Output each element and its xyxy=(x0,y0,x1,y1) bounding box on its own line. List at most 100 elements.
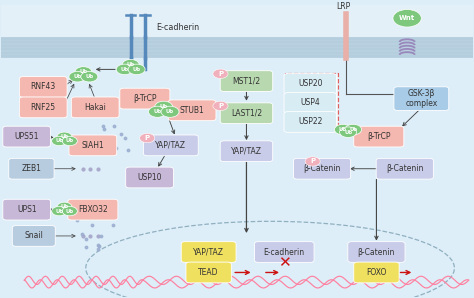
Text: Ub: Ub xyxy=(55,209,63,214)
Text: P: P xyxy=(310,159,315,164)
Text: Snail: Snail xyxy=(24,232,43,240)
Circle shape xyxy=(122,59,139,70)
Text: E-cadherin: E-cadherin xyxy=(156,23,200,32)
Text: Ub: Ub xyxy=(73,74,82,79)
Circle shape xyxy=(81,72,98,82)
Text: YAP/TAZ: YAP/TAZ xyxy=(155,141,186,150)
Text: Ub: Ub xyxy=(66,139,74,143)
Text: TEAD: TEAD xyxy=(199,268,219,277)
FancyBboxPatch shape xyxy=(19,97,67,118)
Circle shape xyxy=(69,72,86,82)
Circle shape xyxy=(305,157,320,166)
Text: Ub: Ub xyxy=(154,109,162,114)
Circle shape xyxy=(155,101,173,112)
Text: β-TrCP: β-TrCP xyxy=(367,132,391,141)
Circle shape xyxy=(140,134,155,143)
FancyBboxPatch shape xyxy=(376,158,433,179)
Text: USP10: USP10 xyxy=(137,173,162,182)
FancyBboxPatch shape xyxy=(348,242,405,262)
Circle shape xyxy=(52,207,67,216)
Circle shape xyxy=(148,106,166,117)
FancyBboxPatch shape xyxy=(284,93,337,113)
FancyBboxPatch shape xyxy=(186,262,231,283)
FancyBboxPatch shape xyxy=(3,199,51,220)
Text: GSK-3β
complex: GSK-3β complex xyxy=(405,89,438,108)
FancyBboxPatch shape xyxy=(144,135,198,156)
Text: Ub: Ub xyxy=(133,67,141,72)
FancyBboxPatch shape xyxy=(181,242,236,262)
Text: FBXO32: FBXO32 xyxy=(78,205,108,214)
Text: ZEB1: ZEB1 xyxy=(21,164,41,173)
Text: USP22: USP22 xyxy=(298,117,322,126)
FancyBboxPatch shape xyxy=(69,135,117,156)
FancyBboxPatch shape xyxy=(394,87,449,111)
Text: β-Catenin: β-Catenin xyxy=(386,164,423,173)
Circle shape xyxy=(335,124,351,135)
FancyBboxPatch shape xyxy=(72,97,119,118)
FancyBboxPatch shape xyxy=(120,88,170,109)
FancyBboxPatch shape xyxy=(284,112,337,132)
Text: FOXO: FOXO xyxy=(366,268,387,277)
Text: MST1/2: MST1/2 xyxy=(232,77,261,86)
FancyBboxPatch shape xyxy=(354,126,404,147)
Text: P: P xyxy=(218,103,223,109)
Text: Wnt: Wnt xyxy=(399,15,415,21)
FancyBboxPatch shape xyxy=(220,71,273,91)
Circle shape xyxy=(62,207,77,216)
Text: RNF25: RNF25 xyxy=(31,103,56,112)
Text: Hakai: Hakai xyxy=(84,103,106,112)
FancyBboxPatch shape xyxy=(0,5,474,37)
Circle shape xyxy=(62,136,77,146)
Text: Ub: Ub xyxy=(166,109,174,114)
Text: Ub: Ub xyxy=(339,127,347,132)
Text: LAST1/2: LAST1/2 xyxy=(231,109,262,118)
Text: β-Catenin: β-Catenin xyxy=(303,164,341,173)
Circle shape xyxy=(339,127,356,137)
FancyBboxPatch shape xyxy=(3,126,51,147)
Text: SIAH1: SIAH1 xyxy=(82,141,104,150)
Text: Ub: Ub xyxy=(55,139,63,143)
Text: Ub: Ub xyxy=(79,69,88,74)
FancyBboxPatch shape xyxy=(68,199,118,220)
FancyBboxPatch shape xyxy=(168,100,216,121)
Circle shape xyxy=(213,69,228,78)
Text: STUB1: STUB1 xyxy=(180,106,204,115)
Text: Ub: Ub xyxy=(127,62,135,67)
Text: Ub: Ub xyxy=(66,209,74,214)
Text: USP4: USP4 xyxy=(301,99,320,108)
Circle shape xyxy=(116,64,133,74)
FancyBboxPatch shape xyxy=(220,103,273,124)
FancyBboxPatch shape xyxy=(126,167,173,188)
FancyBboxPatch shape xyxy=(9,158,54,179)
Text: YAP/TAZ: YAP/TAZ xyxy=(231,147,262,156)
Circle shape xyxy=(393,10,421,27)
FancyBboxPatch shape xyxy=(293,158,351,179)
Text: Ub: Ub xyxy=(60,134,69,139)
FancyBboxPatch shape xyxy=(284,74,337,94)
Text: LRP: LRP xyxy=(336,2,350,11)
Circle shape xyxy=(57,132,72,142)
Text: Ub: Ub xyxy=(85,74,93,79)
FancyBboxPatch shape xyxy=(0,37,474,58)
Text: Ub: Ub xyxy=(160,104,168,109)
Text: ✕: ✕ xyxy=(278,255,291,270)
Text: Ub: Ub xyxy=(344,130,352,135)
Text: β-TrCP: β-TrCP xyxy=(133,94,156,103)
FancyBboxPatch shape xyxy=(255,242,314,262)
FancyBboxPatch shape xyxy=(220,141,273,162)
FancyBboxPatch shape xyxy=(19,77,67,97)
Text: UPS1: UPS1 xyxy=(17,205,36,214)
Circle shape xyxy=(57,202,72,212)
FancyBboxPatch shape xyxy=(285,73,338,131)
Text: P: P xyxy=(218,71,223,77)
Text: USP20: USP20 xyxy=(298,80,322,89)
FancyBboxPatch shape xyxy=(354,262,399,283)
Circle shape xyxy=(75,67,92,77)
Circle shape xyxy=(52,136,67,146)
FancyBboxPatch shape xyxy=(12,226,55,246)
Text: Ub: Ub xyxy=(349,127,357,132)
Text: E-cadherin: E-cadherin xyxy=(264,248,305,257)
Text: Ub: Ub xyxy=(121,67,129,72)
Circle shape xyxy=(128,64,145,74)
Circle shape xyxy=(161,106,179,117)
